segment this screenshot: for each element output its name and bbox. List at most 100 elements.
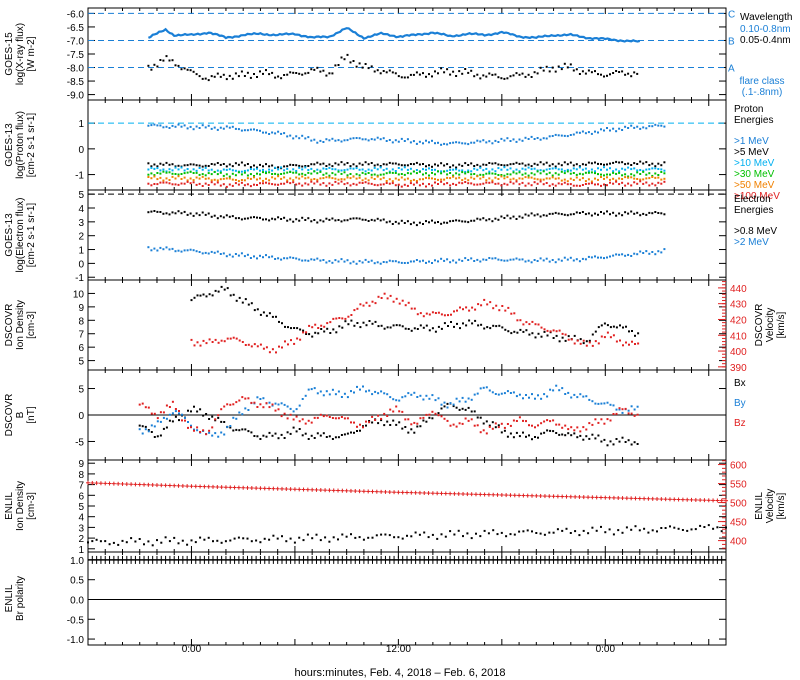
data-point xyxy=(519,328,522,331)
data-point xyxy=(406,184,409,187)
data-point xyxy=(516,331,519,334)
data-point xyxy=(144,425,147,428)
data-point xyxy=(304,177,307,180)
data-point xyxy=(174,166,177,169)
data-point xyxy=(453,310,455,313)
data-point xyxy=(473,424,476,427)
data-point xyxy=(594,437,597,440)
data-point xyxy=(612,533,615,536)
series-Bx xyxy=(138,402,639,447)
data-point xyxy=(189,163,192,166)
data-point xyxy=(225,173,228,176)
data-point xyxy=(171,59,174,62)
data-point xyxy=(178,419,180,422)
data-point xyxy=(494,170,497,173)
data-point xyxy=(440,403,443,406)
data-point xyxy=(656,530,658,533)
data-point xyxy=(630,173,633,176)
data-point xyxy=(506,137,509,140)
data-point xyxy=(428,397,431,400)
y2-tick-label: 400 xyxy=(730,537,747,548)
data-point xyxy=(470,141,473,144)
data-point xyxy=(171,124,174,127)
panel-frame xyxy=(87,189,727,281)
data-point xyxy=(488,162,491,164)
data-point xyxy=(193,296,196,299)
data-point xyxy=(594,183,596,186)
data-point xyxy=(503,164,506,167)
data-point xyxy=(322,173,325,176)
data-point xyxy=(470,162,473,165)
data-point xyxy=(352,182,355,185)
data-point xyxy=(522,431,524,434)
data-point xyxy=(233,537,236,540)
data-point xyxy=(207,177,210,180)
series->1 MeV xyxy=(147,123,666,146)
data-point xyxy=(446,143,449,146)
data-point xyxy=(622,326,624,329)
data-point xyxy=(509,392,512,394)
data-point xyxy=(597,173,599,176)
data-point xyxy=(207,184,210,186)
data-point xyxy=(603,322,606,325)
data-point xyxy=(174,212,177,215)
data-point xyxy=(183,67,186,70)
data-point xyxy=(497,163,500,166)
data-point xyxy=(512,177,515,180)
data-point xyxy=(461,142,464,145)
data-point xyxy=(510,312,513,315)
data-point xyxy=(231,77,234,80)
data-point xyxy=(262,397,265,400)
data-point xyxy=(634,334,636,337)
data-point xyxy=(125,541,128,544)
data-point xyxy=(162,248,165,251)
data-point xyxy=(150,249,153,252)
data-point xyxy=(462,322,464,325)
data-point xyxy=(370,65,373,68)
data-point xyxy=(364,138,367,141)
data-point xyxy=(564,393,567,395)
data-point xyxy=(403,164,406,167)
data-point xyxy=(307,165,310,167)
data-point xyxy=(262,256,264,259)
data-point xyxy=(243,169,246,172)
data-point xyxy=(473,410,476,413)
data-point xyxy=(465,324,468,327)
data-point xyxy=(189,170,192,173)
data-point xyxy=(566,66,569,69)
y2-tick-label: 500 xyxy=(730,499,747,510)
data-point xyxy=(537,436,539,439)
data-point xyxy=(506,164,509,167)
data-point xyxy=(214,432,217,435)
data-point xyxy=(337,64,340,66)
data-point xyxy=(566,183,569,186)
data-point xyxy=(277,257,280,260)
data-point xyxy=(536,137,539,139)
data-point xyxy=(631,340,633,343)
data-point xyxy=(542,69,545,72)
data-point xyxy=(259,343,262,346)
data-point xyxy=(443,259,446,262)
data-point xyxy=(237,254,240,257)
data-point xyxy=(280,415,283,418)
data-point xyxy=(534,426,536,429)
data-point xyxy=(220,339,223,342)
data-point xyxy=(449,530,452,533)
data-point xyxy=(343,417,346,420)
data-point xyxy=(648,177,651,180)
data-point xyxy=(289,177,292,180)
data-point xyxy=(491,427,494,430)
data-point xyxy=(216,179,219,182)
data-point xyxy=(555,432,558,434)
data-point xyxy=(464,68,467,70)
data-point xyxy=(385,140,388,142)
data-point xyxy=(256,435,259,438)
data-point xyxy=(660,168,663,171)
data-point xyxy=(418,178,421,181)
data-point xyxy=(476,416,479,419)
data-point xyxy=(509,163,512,166)
data-point xyxy=(485,181,488,184)
data-point xyxy=(301,398,304,400)
data-point xyxy=(467,406,470,409)
legend-entry: >2 MeV xyxy=(734,237,769,248)
